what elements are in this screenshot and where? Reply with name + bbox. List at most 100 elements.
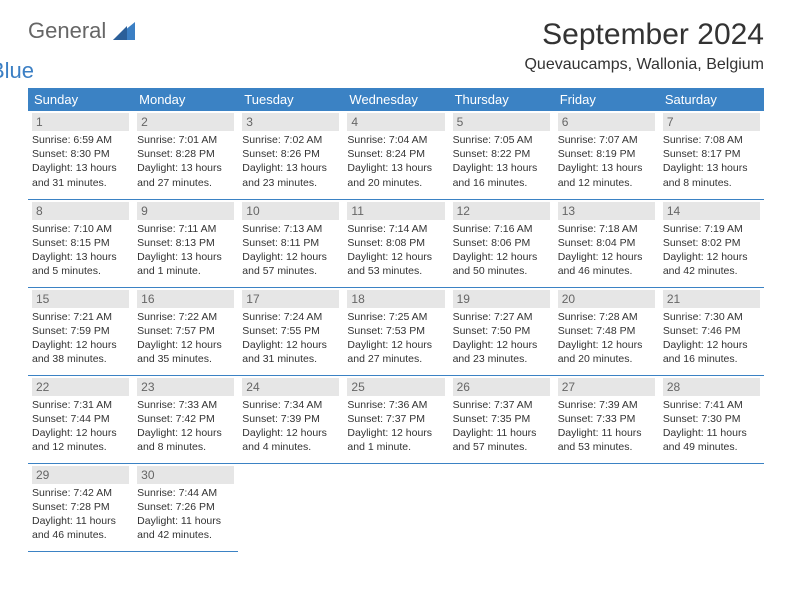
daylight-line: Daylight: 13 hours and 12 minutes. xyxy=(558,162,643,188)
daylight-line: Daylight: 11 hours and 53 minutes. xyxy=(558,427,642,453)
day-number: 14 xyxy=(663,202,760,220)
daylight-line: Daylight: 11 hours and 49 minutes. xyxy=(663,427,747,453)
daylight-line: Daylight: 11 hours and 46 minutes. xyxy=(32,515,116,541)
day-info: Sunrise: 7:04 AMSunset: 8:24 PMDaylight:… xyxy=(347,133,444,190)
sunrise-line: Sunrise: 7:14 AM xyxy=(347,223,427,235)
logo-sail-icon xyxy=(113,27,135,44)
day-info: Sunrise: 7:42 AMSunset: 7:28 PMDaylight:… xyxy=(32,486,129,543)
calendar-header-row: SundayMondayTuesdayWednesdayThursdayFrid… xyxy=(28,88,764,111)
sunset-line: Sunset: 8:30 PM xyxy=(32,148,110,160)
calendar-cell xyxy=(449,463,554,551)
day-info: Sunrise: 7:33 AMSunset: 7:42 PMDaylight:… xyxy=(137,398,234,455)
day-info: Sunrise: 7:07 AMSunset: 8:19 PMDaylight:… xyxy=(558,133,655,190)
daylight-line: Daylight: 12 hours and 16 minutes. xyxy=(663,339,748,365)
sunset-line: Sunset: 7:26 PM xyxy=(137,501,215,513)
day-info: Sunrise: 7:21 AM Sunset: 7:59 PM Daylight:… xyxy=(32,310,129,367)
sunrise-line: Sunrise: 7:04 AM xyxy=(347,134,427,146)
day-number: 4 xyxy=(347,113,444,131)
sunset-line: Sunset: 7:48 PM xyxy=(558,325,636,337)
sunset-line: Sunset: 8:13 PM xyxy=(137,237,215,249)
calendar-table: SundayMondayTuesdayWednesdayThursdayFrid… xyxy=(28,88,764,552)
sunset-line: Sunset: 7:42 PM xyxy=(137,413,215,425)
day-info: Sunrise: 7:22 AMSunset: 7:57 PMDaylight:… xyxy=(137,310,234,367)
daylight-line: Daylight: 12 hours and 38 minutes. xyxy=(32,339,117,365)
sunset-line: Sunset: 8:15 PM xyxy=(32,237,110,249)
day-info: Sunrise: 7:41 AMSunset: 7:30 PMDaylight:… xyxy=(663,398,760,455)
calendar-row: 29 Sunrise: 7:42 AMSunset: 7:28 PMDayligh… xyxy=(28,463,764,551)
day-number: 23 xyxy=(137,378,234,396)
calendar-row: 15Sunrise: 7:21 AMSunset: 7:59 PMDayligh… xyxy=(28,287,764,375)
location-subtitle: Quevaucamps, Wallonia, Belgium xyxy=(524,56,764,74)
day-number: 6 xyxy=(558,113,655,131)
sunrise-line: Sunrise: 7:21 AM xyxy=(32,311,112,323)
sunrise-line: Sunrise: 7:36 AM xyxy=(347,399,427,411)
sunset-line: Sunset: 8:11 PM xyxy=(242,237,319,249)
sunrise-line: Sunrise: 7:30 AM xyxy=(663,311,743,323)
daylight-line: Daylight: 12 hours and 31 minutes. xyxy=(242,339,327,365)
weekday-header: Sunday xyxy=(28,88,133,111)
calendar-body: 1Sunrise: 6:59 AMSunset: 8:30 PMDaylight… xyxy=(28,111,764,551)
day-number: 10 xyxy=(242,202,339,220)
page-title: September 2024 xyxy=(524,18,764,52)
day-info: Sunrise: 7:30 AM Sunset: 7:46 PM Daylight:… xyxy=(663,310,760,367)
sunrise-line: Sunrise: 7:44 AM xyxy=(137,487,217,499)
day-number: 21 xyxy=(663,290,760,308)
sunset-line: Sunset: 7:33 PM xyxy=(558,413,636,425)
day-info: Sunrise: 7:13 AM Sunset: 8:11 PM Daylight:… xyxy=(242,222,339,279)
daylight-line: Daylight: 12 hours and 46 minutes. xyxy=(558,251,643,277)
daylight-line: Daylight: 13 hours and 1 minute. xyxy=(137,251,222,277)
calendar-cell: 2Sunrise: 7:01 AMSunset: 8:28 PMDaylight… xyxy=(133,111,238,199)
day-number: 17 xyxy=(242,290,339,308)
day-number: 26 xyxy=(453,378,550,396)
sunset-line: Sunset: 8:04 PM xyxy=(558,237,636,249)
calendar-cell: 16Sunrise: 7:22 AMSunset: 7:57 PMDayligh… xyxy=(133,287,238,375)
daylight-line: Daylight: 12 hours and 23 minutes. xyxy=(453,339,538,365)
weekday-header: Wednesday xyxy=(343,88,448,111)
weekday-header: Friday xyxy=(554,88,659,111)
sunrise-line: Sunrise: 7:07 AM xyxy=(558,134,638,146)
day-info: Sunrise: 7:08 AMSunset: 8:17 PMDaylight:… xyxy=(663,133,760,190)
logo-general-text: General xyxy=(28,18,106,43)
calendar-cell: 10 Sunrise: 7:13 AM Sunset: 8:11 PM Dayligh… xyxy=(238,199,343,287)
sunset-line: Sunset: 8:22 PM xyxy=(453,148,531,160)
sunset-line: Sunset: 8:02 PM xyxy=(663,237,741,249)
calendar-cell: 6 Sunrise: 7:07 AMSunset: 8:19 PMDaylight… xyxy=(554,111,659,199)
sunrise-line: Sunrise: 7:10 AM xyxy=(32,223,112,235)
day-info: Sunrise: 7:44 AM Sunset: 7:26 PM Daylight:… xyxy=(137,486,234,543)
daylight-line: Daylight: 12 hours and 1 minute. xyxy=(347,427,432,453)
calendar-cell: 4 Sunrise: 7:04 AMSunset: 8:24 PMDaylight… xyxy=(343,111,448,199)
sunset-line: Sunset: 8:26 PM xyxy=(242,148,320,160)
calendar-row: 22Sunrise: 7:31 AMSunset: 7:44 PMDayligh… xyxy=(28,375,764,463)
daylight-line: Daylight: 12 hours and 20 minutes. xyxy=(558,339,643,365)
daylight-line: Daylight: 11 hours and 42 minutes. xyxy=(137,515,221,541)
daylight-line: Daylight: 12 hours and 8 minutes. xyxy=(137,427,222,453)
sunrise-line: Sunrise: 7:01 AM xyxy=(137,134,217,146)
sunset-line: Sunset: 7:53 PM xyxy=(347,325,425,337)
calendar-cell: 7Sunrise: 7:08 AMSunset: 8:17 PMDaylight… xyxy=(659,111,764,199)
sunrise-line: Sunrise: 7:27 AM xyxy=(453,311,533,323)
day-info: Sunrise: 7:39 AMSunset: 7:33 PMDaylight:… xyxy=(558,398,655,455)
sunset-line: Sunset: 7:46 PM xyxy=(663,325,741,337)
day-info: Sunrise: 7:05 AMSunset: 8:22 PMDaylight:… xyxy=(453,133,550,190)
daylight-line: Daylight: 12 hours and 12 minutes. xyxy=(32,427,117,453)
day-info: Sunrise: 7:10 AMSunset: 8:15 PMDaylight:… xyxy=(32,222,129,279)
daylight-line: Daylight: 12 hours and 50 minutes. xyxy=(453,251,538,277)
daylight-line: Daylight: 12 hours and 57 minutes. xyxy=(242,251,327,277)
day-info: Sunrise: 7:24 AMSunset: 7:55 PMDaylight:… xyxy=(242,310,339,367)
sunset-line: Sunset: 7:28 PM xyxy=(32,501,110,513)
daylight-line: Daylight: 12 hours and 35 minutes. xyxy=(137,339,222,365)
day-number: 29 xyxy=(32,466,129,484)
sunrise-line: Sunrise: 7:41 AM xyxy=(663,399,743,411)
calendar-cell: 20Sunrise: 7:28 AMSunset: 7:48 PMDayligh… xyxy=(554,287,659,375)
sunrise-line: Sunrise: 7:13 AM xyxy=(242,223,322,235)
day-number: 12 xyxy=(453,202,550,220)
day-number: 5 xyxy=(453,113,550,131)
sunset-line: Sunset: 7:59 PM xyxy=(32,325,110,337)
sunrise-line: Sunrise: 6:59 AM xyxy=(32,134,112,146)
sunrise-line: Sunrise: 7:08 AM xyxy=(663,134,743,146)
weekday-header: Tuesday xyxy=(238,88,343,111)
day-number: 30 xyxy=(137,466,234,484)
logo: General Blue xyxy=(28,18,133,70)
sunrise-line: Sunrise: 7:25 AM xyxy=(347,311,427,323)
calendar-cell: 27Sunrise: 7:39 AMSunset: 7:33 PMDayligh… xyxy=(554,375,659,463)
